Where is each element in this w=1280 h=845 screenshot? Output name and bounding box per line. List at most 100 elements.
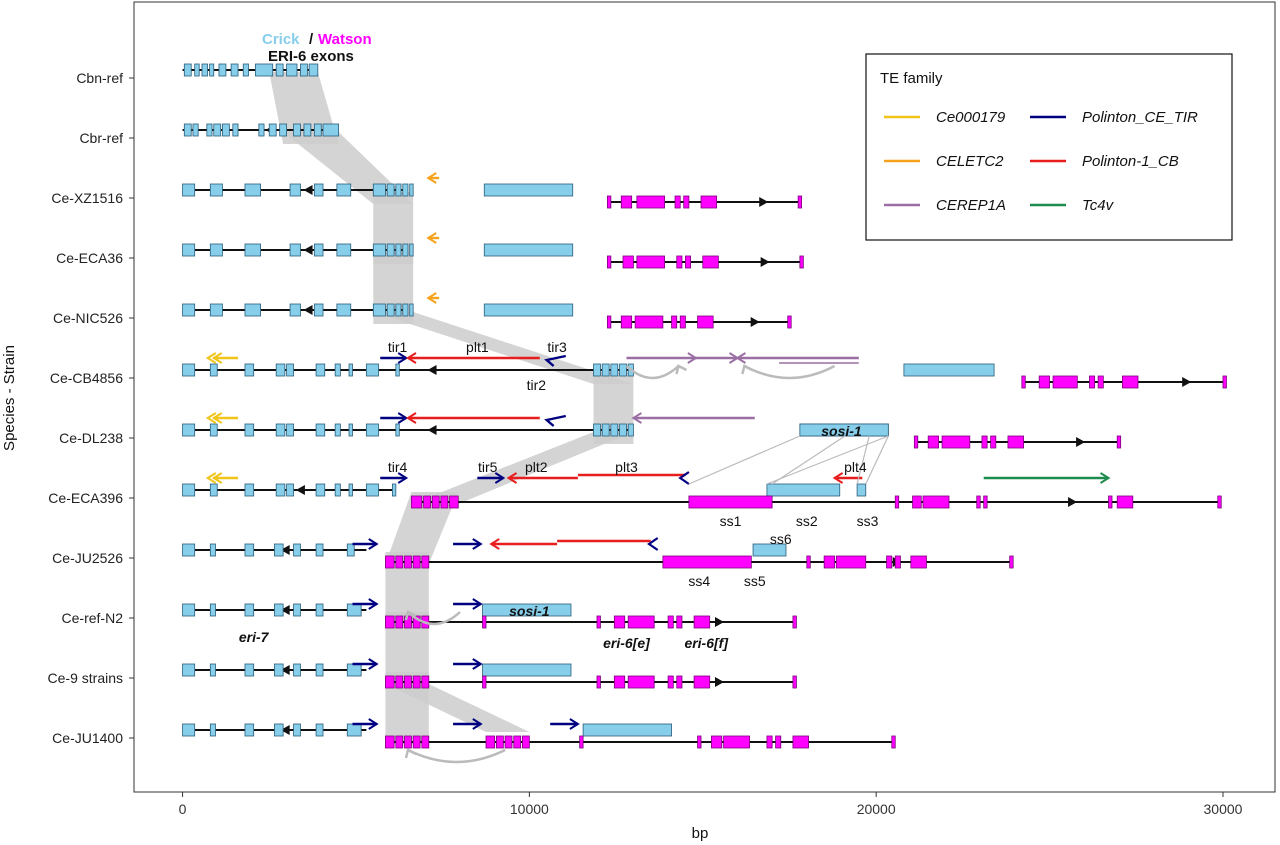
tir-hook <box>544 354 567 367</box>
strain-label: Ce-9 strains <box>48 670 123 686</box>
watson-exon <box>1009 555 1014 569</box>
strain-label: Ce-XZ1516 <box>51 190 123 206</box>
crick-exon <box>209 363 218 377</box>
crick-direction-arrow <box>303 185 313 195</box>
strain-row <box>182 63 319 77</box>
crick-exon <box>244 543 255 557</box>
tir-hook <box>678 471 690 485</box>
crick-exon <box>182 243 196 257</box>
watson-exon <box>676 255 683 269</box>
crick-exon <box>348 483 353 497</box>
shade-band <box>385 684 530 732</box>
watson-exon <box>797 195 803 209</box>
crick-exon <box>286 423 294 437</box>
watson-exon <box>411 495 423 509</box>
watson-exon <box>693 675 711 689</box>
watson-exon <box>792 615 797 629</box>
shade-band <box>385 492 459 564</box>
plt-arrow-head <box>406 412 417 424</box>
strain-label: Cbr-ref <box>79 130 123 146</box>
crick-exon <box>483 243 574 257</box>
legend-label: CEREP1A <box>936 197 1006 214</box>
plt4-arrow-head <box>832 472 844 484</box>
crick-exon <box>275 63 284 77</box>
crick-exon <box>183 123 192 137</box>
crick-direction-arrow <box>280 605 290 615</box>
segment-label: ss2 <box>796 513 818 529</box>
tir-arrow-head <box>494 472 506 484</box>
segment-label: ss5 <box>744 573 766 589</box>
crick-exon <box>218 63 227 77</box>
crick-direction-arrow <box>303 245 313 255</box>
watson-exon <box>894 495 900 509</box>
watson-exon <box>482 615 487 629</box>
crick-exon <box>483 183 574 197</box>
watson-exon <box>1097 375 1104 389</box>
crick-exon <box>346 543 355 557</box>
strain-label: Ce-JU2526 <box>52 550 123 566</box>
watson-exon <box>404 735 412 749</box>
watson-exon <box>990 435 997 449</box>
watson-exon <box>423 495 431 509</box>
watson-exon <box>927 435 939 449</box>
eri6f-label: eri-6[f] <box>684 635 729 651</box>
crick-exon <box>482 663 572 677</box>
segment-label: ss1 <box>720 513 742 529</box>
slash-label: / <box>309 31 314 48</box>
watson-exon <box>385 555 395 569</box>
watson-exon <box>395 615 404 629</box>
sosi1-label: sosi-1 <box>821 423 862 439</box>
crick-exon <box>365 363 379 377</box>
crick-direction-arrow <box>295 485 305 495</box>
watson-label: Watson <box>318 31 372 48</box>
eri7-label: eri-7 <box>239 629 270 645</box>
watson-exon <box>787 315 792 329</box>
crick-exon <box>610 363 619 377</box>
watson-exon <box>395 555 404 569</box>
crick-exon <box>348 423 353 437</box>
watson-exon <box>913 435 919 449</box>
tir-arrow-head <box>569 718 580 730</box>
crick-exon <box>402 243 409 257</box>
crick-exon <box>293 723 301 737</box>
crick-exon <box>209 663 216 677</box>
strain-label: Ce-ref-N2 <box>62 610 124 626</box>
tc4v-arrow-head <box>1100 472 1111 484</box>
watson-exon <box>1038 375 1050 389</box>
crick-exon <box>315 543 324 557</box>
crick-exon <box>395 183 402 197</box>
inversion-curve-head <box>404 610 417 621</box>
crick-exon <box>289 303 301 317</box>
watson-direction-arrow <box>1076 437 1086 447</box>
watson-exon <box>620 315 633 329</box>
crick-exon <box>322 123 340 137</box>
crick-exon <box>194 63 200 77</box>
sosi1-label: sosi-1 <box>509 603 550 619</box>
watson-exon <box>667 615 674 629</box>
watson-exon <box>983 495 988 509</box>
watson-exon <box>404 675 412 689</box>
exons-label: ERI-6 exons <box>268 48 354 65</box>
crick-exon <box>315 723 324 737</box>
te-label: tir2 <box>527 377 547 393</box>
shade-band <box>385 612 429 684</box>
watson-exon <box>835 555 867 569</box>
watson-exon <box>496 735 504 749</box>
crick-exon <box>209 243 223 257</box>
strain-label: Cbn-ref <box>76 70 123 86</box>
watson-exon <box>421 735 430 749</box>
watson-exon <box>941 435 971 449</box>
crick-exon <box>315 483 326 497</box>
watson-exon <box>683 195 690 209</box>
crick-exon <box>293 603 301 617</box>
watson-exon <box>1108 495 1113 509</box>
watson-exon <box>886 555 893 569</box>
crick-exon <box>346 663 362 677</box>
crick-exon <box>313 183 324 197</box>
watson-exon <box>667 675 674 689</box>
tir-arrow-head <box>472 718 483 730</box>
watson-exon <box>688 495 773 509</box>
strain-label: Ce-NIC526 <box>53 310 123 326</box>
te-label: tir4 <box>388 459 408 475</box>
watson-direction-arrow <box>750 317 760 327</box>
